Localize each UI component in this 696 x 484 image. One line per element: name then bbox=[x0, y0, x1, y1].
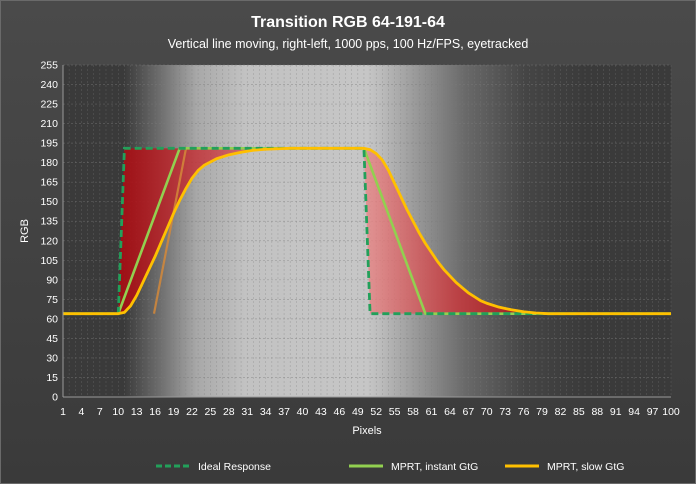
x-tick-label: 55 bbox=[389, 406, 401, 418]
x-tick-label: 28 bbox=[223, 406, 235, 418]
x-tick-label: 16 bbox=[149, 406, 161, 418]
series-line-mprt-slow-gtg bbox=[63, 146, 671, 316]
y-tick-label: 75 bbox=[46, 294, 58, 306]
y-axis-label: RGB bbox=[19, 219, 31, 243]
y-tick-label: 210 bbox=[40, 118, 58, 130]
x-tick-label: 82 bbox=[555, 406, 567, 418]
x-tick-label: 76 bbox=[518, 406, 530, 418]
grid-lines bbox=[63, 64, 672, 397]
chart-title: Transition RGB 64-191-64 bbox=[251, 14, 445, 31]
y-tick-label: 225 bbox=[40, 99, 58, 111]
x-tick-label: 7 bbox=[97, 406, 103, 418]
y-tick-label: 120 bbox=[40, 235, 58, 247]
y-tick-label: 135 bbox=[40, 216, 58, 228]
y-tick-label: 255 bbox=[40, 60, 58, 72]
x-tick-label: 67 bbox=[462, 406, 474, 418]
x-tick-label: 25 bbox=[205, 406, 217, 418]
y-tick-label: 195 bbox=[40, 138, 58, 150]
x-tick-label: 64 bbox=[444, 406, 456, 418]
chart-subtitle: Vertical line moving, right-left, 1000 p… bbox=[168, 37, 529, 51]
y-tick-label: 90 bbox=[46, 274, 58, 286]
y-tick-label: 240 bbox=[40, 79, 58, 91]
legend-item-ideal-response: Ideal Response bbox=[156, 461, 271, 473]
x-tick-label: 40 bbox=[297, 406, 309, 418]
x-tick-label: 88 bbox=[591, 406, 603, 418]
y-tick-label: 165 bbox=[40, 177, 58, 189]
x-tick-label: 58 bbox=[407, 406, 419, 418]
y-tick-label: 30 bbox=[46, 352, 58, 364]
x-tick-label: 97 bbox=[647, 406, 659, 418]
series-lines bbox=[63, 146, 671, 316]
x-tick-label: 85 bbox=[573, 406, 585, 418]
x-tick-label: 4 bbox=[79, 406, 85, 418]
x-axis-label: Pixels bbox=[352, 425, 382, 437]
x-tick-label: 52 bbox=[370, 406, 382, 418]
x-tick-label: 43 bbox=[315, 406, 327, 418]
x-tick-label: 10 bbox=[112, 406, 124, 418]
legend-label: Ideal Response bbox=[198, 461, 271, 473]
x-tick-label: 19 bbox=[168, 406, 180, 418]
x-tick-label: 61 bbox=[426, 406, 438, 418]
y-tick-label: 180 bbox=[40, 157, 58, 169]
y-tick-label: 150 bbox=[40, 196, 58, 208]
x-tick-label: 22 bbox=[186, 406, 198, 418]
x-tick-label: 13 bbox=[131, 406, 143, 418]
x-tick-label: 49 bbox=[352, 406, 364, 418]
x-tick-label: 46 bbox=[334, 406, 346, 418]
y-tick-label: 15 bbox=[46, 372, 58, 384]
x-tick-label: 37 bbox=[278, 406, 290, 418]
x-tick-label: 1 bbox=[60, 406, 66, 418]
x-tick-label: 34 bbox=[260, 406, 272, 418]
y-tick-label: 60 bbox=[46, 313, 58, 325]
x-tick-label: 79 bbox=[536, 406, 548, 418]
rise-guide-line bbox=[152, 148, 188, 314]
y-tick-labels: 0 15 30 45 60 75 90 105 120 135 150 165 180 195 210 225… bbox=[40, 60, 58, 404]
x-tick-label: 73 bbox=[499, 406, 511, 418]
x-tick-labels: 1 4 7 10 13 16 19 22 25 28 31 34 37 40 43 46 49 52 55 58 61 6… bbox=[60, 406, 680, 418]
x-tick-label: 31 bbox=[241, 406, 253, 418]
legend-label: MPRT, slow GtG bbox=[547, 461, 624, 473]
y-tick-label: 105 bbox=[40, 255, 58, 267]
y-tick-label: 45 bbox=[46, 333, 58, 345]
y-tick-label: 0 bbox=[52, 392, 58, 404]
legend: Ideal Response MPRT, instant GtG MPRT, slo… bbox=[156, 461, 624, 473]
x-tick-label: 94 bbox=[628, 406, 640, 418]
legend-item-mprt-slow-gtg: MPRT, slow GtG bbox=[505, 461, 624, 473]
x-tick-label: 70 bbox=[481, 406, 493, 418]
legend-label: MPRT, instant GtG bbox=[391, 461, 478, 473]
x-tick-label: 100 bbox=[662, 406, 680, 418]
x-tick-label: 91 bbox=[610, 406, 622, 418]
legend-item-mprt-instant-gtg: MPRT, instant GtG bbox=[349, 461, 478, 473]
